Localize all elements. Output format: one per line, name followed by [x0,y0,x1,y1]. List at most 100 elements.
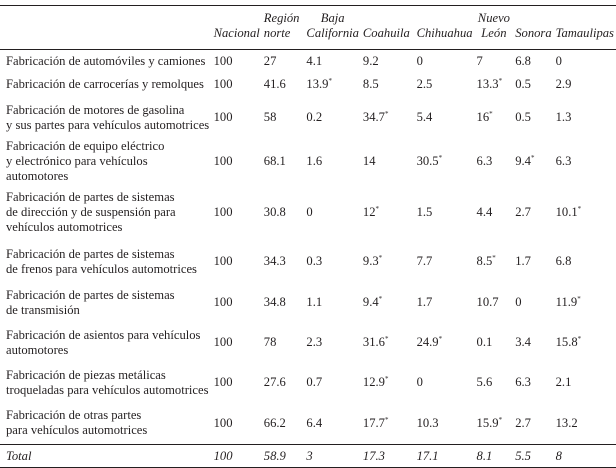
value-cell: 0.2 [304,97,360,139]
row-label: Fabricación de partes de sistemas de tran… [0,283,212,323]
value-cell: 3.4 [513,323,553,363]
value-cell: 15.9* [475,403,514,445]
cell-value: 66.2 [263,415,286,430]
cell-value: 24.9 [416,335,439,349]
cell-value: 68.1 [263,153,286,168]
value-cell: 4.1 [304,50,360,73]
value-cell: 13.2 [554,403,616,445]
value-cell: 7.7 [415,241,475,283]
cell-value: 2.3 [306,335,323,349]
row-label-line: y sus partes para vehículos automotrices [6,117,210,132]
value-cell: 100 [212,73,262,97]
cell-value: 78 [263,335,277,349]
total-value-cell: 3 [306,448,313,463]
cell-value: 100 [213,254,233,268]
table-row: Fabricación de asientos para vehículos au… [0,323,616,363]
header-nacional: Nacional [213,26,260,40]
cell-value: 0.5 [515,110,531,124]
value-cell: 100 [212,403,262,445]
row-label: Fabricación de equipo eléctrico y electró… [0,139,212,184]
significance-mark: * [378,254,383,262]
value-cell: 0.1 [475,323,514,363]
row-label-line: Fabricación de equipo eléctrico [6,138,165,153]
cell-value: 10.3 [416,415,439,430]
significance-mark: * [375,204,380,213]
value-cell: 27.6 [262,363,305,403]
row-label: Fabricación de asientos para vehículos au… [0,323,212,363]
value-cell: 1.1 [304,283,360,323]
value-cell: 16* [475,97,514,139]
value-cell: 0.5 [513,97,553,139]
cell-value: 1.7 [416,295,433,309]
row-label: Fabricación de automóviles y camiones [0,50,212,73]
row-label-line: Fabricación de carrocerías y remolques [6,77,204,91]
cell-value: 0.2 [306,110,323,124]
cell-value: 2.7 [515,415,531,430]
header-sonora: Sonora [515,26,552,40]
table-row: Fabricación de otras partes para vehículo… [0,403,616,445]
row-label-line: Fabricación de asientos para vehículos [6,327,201,342]
value-cell: 6.3 [554,139,616,184]
cell-value: 12 [362,204,376,219]
row-label-line: de transmisión [6,302,80,317]
cell-value: 2.5 [416,77,433,91]
cell-value: 1.6 [306,153,323,168]
row-label-line: Fabricación de automóviles y camiones [6,53,206,68]
value-cell: 66.2 [262,403,305,445]
cell-value: 10.1 [555,204,578,219]
significance-mark: * [530,153,535,162]
value-cell: 100 [212,97,262,139]
value-cell: 31.6* [361,323,415,363]
value-cell: 6.3 [513,363,553,403]
row-label-line: de frenos para vehículos automotrices [6,261,197,276]
value-cell: 0 [304,184,360,241]
cell-value: 11.9 [555,295,578,309]
cell-value: 100 [213,204,233,219]
cell-value: 100 [213,415,233,430]
significance-mark: * [328,77,332,85]
header-blank-cell [0,6,212,50]
cell-value: 27 [263,53,277,68]
significance-mark: * [498,77,503,85]
significance-mark: * [489,110,493,118]
cell-value: 6.3 [515,375,531,389]
significance-mark: * [438,335,443,343]
cell-value: 0 [416,375,423,389]
cell-value: 15.9 [476,415,499,430]
value-cell: 15.8* [554,323,616,363]
cell-value: 34.8 [263,295,286,309]
row-label: Fabricación de partes de sistemas de fren… [0,241,212,283]
cell-value: 13.3 [476,77,499,91]
cell-value: 1.5 [416,204,433,219]
header-region-norte: Región norte [263,11,300,40]
value-cell: 9.4* [513,139,553,184]
cell-value: 100 [213,153,233,168]
row-label: Fabricación de partes de sistemas de dire… [0,184,212,241]
cell-value: 9.4 [515,153,531,168]
value-cell: 13.3* [475,73,514,97]
cell-value: 5.4 [416,110,433,124]
value-cell: 0.5 [513,73,553,97]
value-cell: 4.4 [475,184,514,241]
value-cell: 12* [361,184,415,241]
value-cell: 100 [212,241,262,283]
value-cell: 17.7* [361,403,415,445]
significance-mark: * [378,295,383,303]
cell-value: 7.7 [416,254,433,268]
value-cell: 2.1 [554,363,616,403]
significance-mark: * [384,375,389,383]
cell-value: 0 [515,295,522,309]
value-cell: 100 [212,184,262,241]
value-cell: 5.4 [415,97,475,139]
cell-value: 16 [476,110,490,124]
row-label-line: Fabricación de partes de sistemas [6,246,175,261]
cell-value: 0 [555,53,562,68]
value-cell: 9.3* [361,241,415,283]
significance-mark: * [384,335,389,343]
cell-value: 6.3 [555,153,572,168]
header-baja-california: Baja California [306,11,359,40]
row-label: Fabricación de carrocerías y remolques [0,73,212,97]
cell-value: 41.6 [263,77,286,91]
total-value-cell: 17.3 [362,448,385,463]
header-coahuila: Coahuila [362,26,410,40]
